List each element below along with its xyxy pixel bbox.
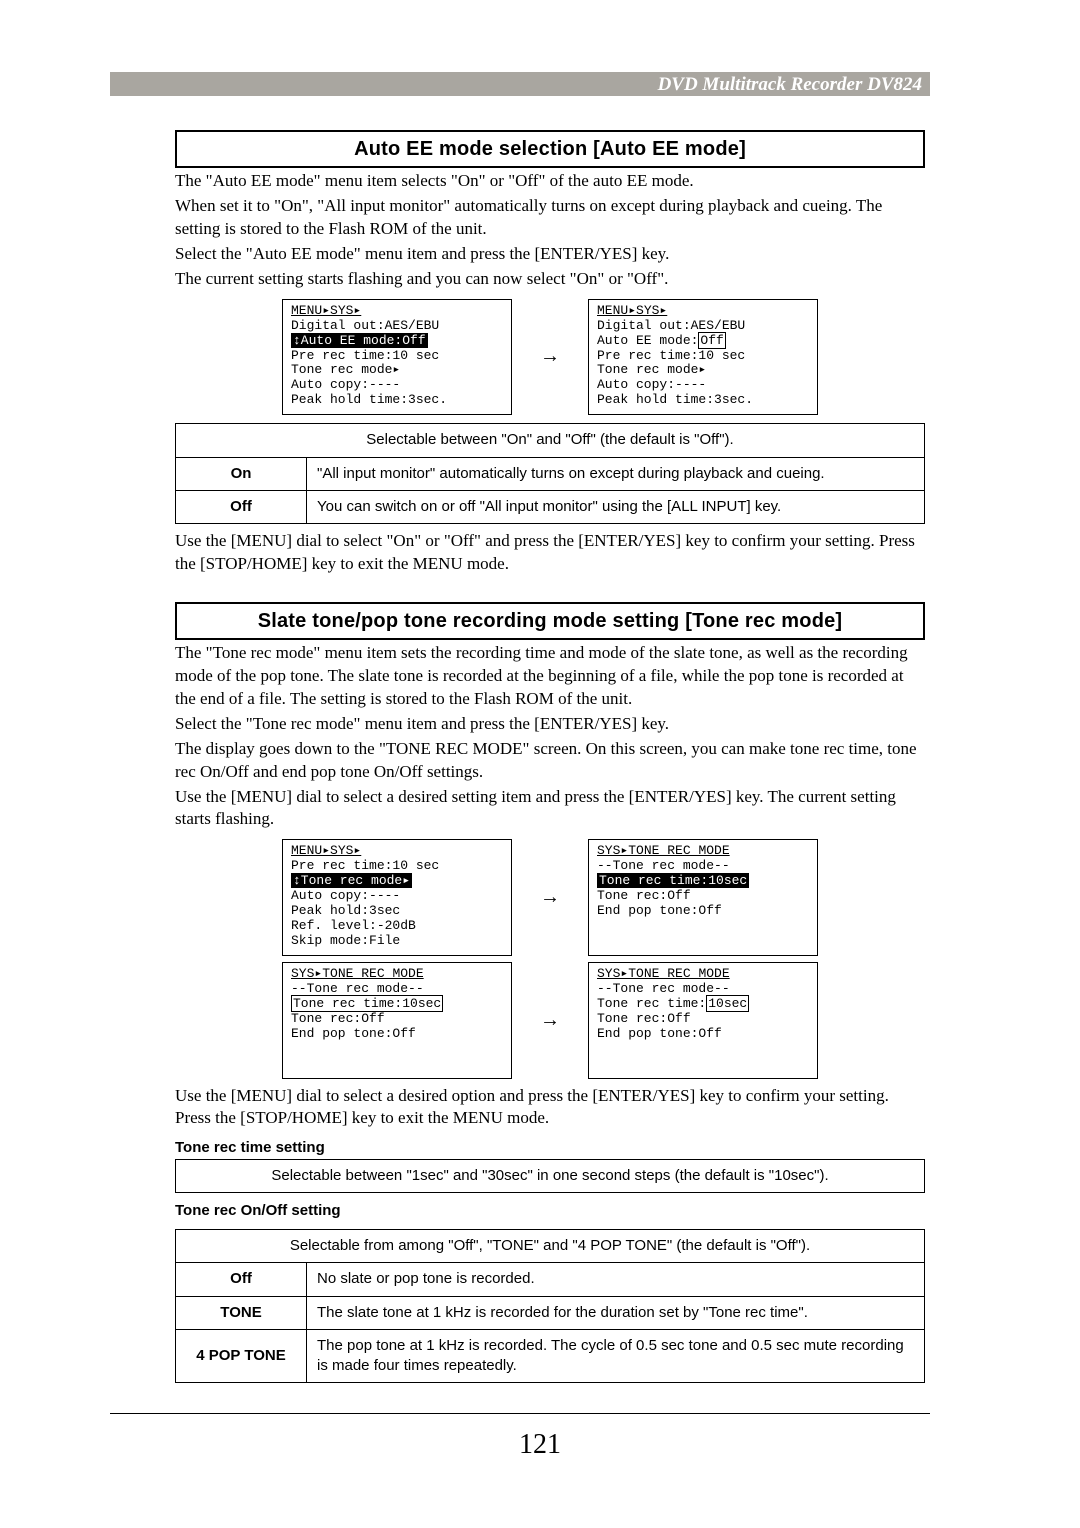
sec1-p3: Select the "Auto EE mode" menu item and … — [175, 243, 925, 266]
lcd-f: SYS▸TONE REC MODE --Tone rec mode-- Tone… — [588, 962, 818, 1079]
lcd-b: MENU▸SYS▸ Digital out:AES/EBU Auto EE mo… — [588, 299, 818, 416]
sec2-p2: Select the "Tone rec mode" menu item and… — [175, 713, 925, 736]
doc-title: DVD Multitrack Recorder DV824 — [658, 72, 922, 98]
tone-rec-onoff-heading: Tone rec On/Off setting — [175, 1201, 925, 1221]
arrow-right-icon: → — [540, 1007, 560, 1034]
lcd-d: SYS▸TONE REC MODE --Tone rec mode-- Tone… — [588, 839, 818, 956]
page-header: DVD Multitrack Recorder DV824 — [110, 72, 930, 96]
footer-rule — [110, 1413, 930, 1414]
lcd-a: MENU▸SYS▸ Digital out:AES/EBU ↕Auto EE m… — [282, 299, 512, 416]
sec2-p4: Use the [MENU] dial to select a desired … — [175, 786, 925, 832]
section1-title: Auto EE mode selection [Auto EE mode] — [175, 130, 925, 168]
page-body: Auto EE mode selection [Auto EE mode] Th… — [175, 130, 925, 1383]
sec1-p5: Use the [MENU] dial to select "On" or "O… — [175, 530, 925, 576]
arrow-right-icon: → — [540, 884, 560, 911]
sec1-screens: MENU▸SYS▸ Digital out:AES/EBU ↕Auto EE m… — [175, 299, 925, 416]
tone-rec-onoff-table: Selectable from among "Off", "TONE" and … — [175, 1229, 925, 1383]
arrow-right-icon: → — [540, 343, 560, 370]
page-number: 121 — [0, 1426, 1080, 1464]
sec1-p1: The "Auto EE mode" menu item selects "On… — [175, 170, 925, 193]
sec2-p3: The display goes down to the "TONE REC M… — [175, 738, 925, 784]
lcd-e: SYS▸TONE REC MODE --Tone rec mode-- Tone… — [282, 962, 512, 1079]
tone-rec-time-heading: Tone rec time setting — [175, 1138, 925, 1158]
sec1-p4: The current setting starts flashing and … — [175, 268, 925, 291]
lcd-c: MENU▸SYS▸ Pre rec time:10 sec ↕Tone rec … — [282, 839, 512, 956]
tone-rec-time-box: Selectable between "1sec" and "30sec" in… — [175, 1159, 925, 1193]
sec2-screens: MENU▸SYS▸ Pre rec time:10 sec ↕Tone rec … — [175, 839, 925, 1078]
sec1-option-table: Selectable between "On" and "Off" (the d… — [175, 423, 925, 524]
sec2-p5: Use the [MENU] dial to select a desired … — [175, 1085, 925, 1131]
sec1-p2: When set it to "On", "All input monitor"… — [175, 195, 925, 241]
sec2-p1: The "Tone rec mode" menu item sets the r… — [175, 642, 925, 711]
section2-title: Slate tone/pop tone recording mode setti… — [175, 602, 925, 640]
